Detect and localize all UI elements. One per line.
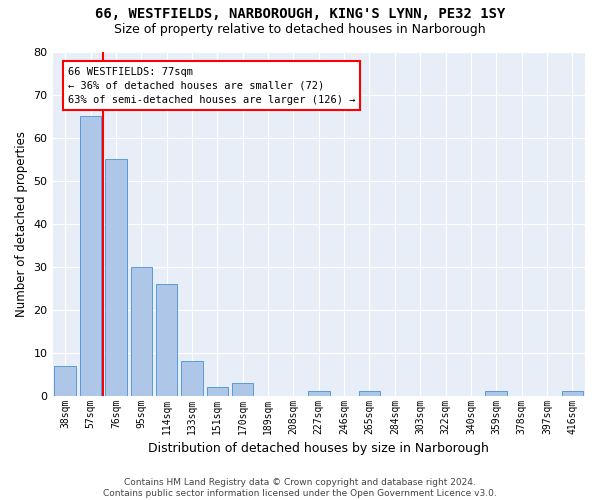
Bar: [55, 366, 76, 396]
Text: 66, WESTFIELDS, NARBOROUGH, KING'S LYNN, PE32 1SY: 66, WESTFIELDS, NARBOROUGH, KING'S LYNN,…: [95, 8, 505, 22]
Text: Contains HM Land Registry data © Crown copyright and database right 2024.
Contai: Contains HM Land Registry data © Crown c…: [103, 478, 497, 498]
Text: 66 WESTFIELDS: 77sqm
← 36% of detached houses are smaller (72)
63% of semi-detac: 66 WESTFIELDS: 77sqm ← 36% of detached h…: [68, 66, 355, 104]
Bar: [232, 382, 253, 396]
X-axis label: Distribution of detached houses by size in Narborough: Distribution of detached houses by size …: [148, 442, 489, 455]
Bar: [80, 116, 101, 396]
Bar: [156, 284, 178, 396]
Bar: [562, 392, 583, 396]
Bar: [131, 266, 152, 396]
Y-axis label: Number of detached properties: Number of detached properties: [15, 130, 28, 316]
Text: Size of property relative to detached houses in Narborough: Size of property relative to detached ho…: [114, 22, 486, 36]
Bar: [308, 392, 329, 396]
Bar: [485, 392, 507, 396]
Bar: [181, 361, 203, 396]
Bar: [206, 387, 228, 396]
Bar: [105, 159, 127, 396]
Bar: [359, 392, 380, 396]
